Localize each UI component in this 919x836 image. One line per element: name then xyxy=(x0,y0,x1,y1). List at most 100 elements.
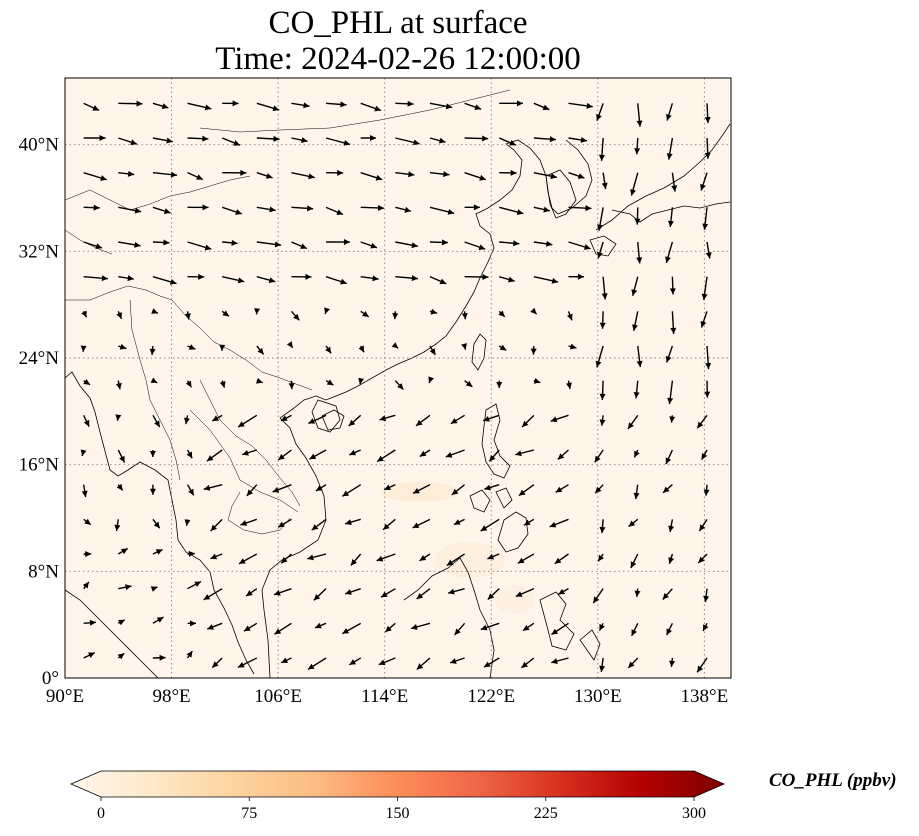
wind-vector xyxy=(667,380,674,405)
wind-vector xyxy=(118,137,138,146)
wind-vector xyxy=(256,275,276,284)
wind-vector xyxy=(599,380,606,400)
wind-vector xyxy=(384,622,396,633)
wind-vector xyxy=(705,241,712,259)
wind-vector xyxy=(273,588,292,596)
lat-tick-label: 0° xyxy=(42,668,59,689)
wind-vector xyxy=(450,414,465,425)
lat-tick-label: 32°N xyxy=(19,241,60,262)
wind-vector xyxy=(152,654,166,661)
lon-tick-label: 114°E xyxy=(361,686,408,707)
colorbar-tick-label: 75 xyxy=(241,805,257,822)
wind-vector xyxy=(631,623,639,637)
longitude-axis: 90°E 98°E 106°E 114°E 122°E 130°E 138°E xyxy=(46,686,728,707)
wind-vector xyxy=(288,380,295,390)
wind-vector xyxy=(219,380,226,388)
colorbar-tick-label: 300 xyxy=(682,805,706,822)
wind-vector xyxy=(118,206,142,214)
wind-vector xyxy=(630,553,639,569)
wind-vector xyxy=(114,519,121,532)
coastline-mainland xyxy=(65,371,255,675)
wind-vector xyxy=(291,171,315,180)
wind-vector xyxy=(627,657,639,669)
wind-vector xyxy=(601,172,608,190)
wind-vector xyxy=(118,275,134,282)
lon-tick-label: 98°E xyxy=(152,686,190,707)
wind-vector xyxy=(80,345,87,352)
wind-vector xyxy=(464,241,486,250)
wind-vector xyxy=(703,484,710,496)
wind-vector xyxy=(360,135,377,142)
wind-vector xyxy=(280,553,292,564)
wind-vector xyxy=(429,276,447,285)
wind-vector xyxy=(515,449,535,457)
wind-vector xyxy=(555,484,569,493)
wind-vector xyxy=(325,345,332,354)
wind-vector xyxy=(599,311,606,329)
wind-vector xyxy=(344,518,361,526)
wind-vector xyxy=(152,171,178,178)
border-line xyxy=(199,379,301,507)
wind-vector xyxy=(184,519,191,526)
wind-vector xyxy=(551,622,569,636)
wind-vector xyxy=(277,518,292,528)
wind-vector xyxy=(291,273,312,280)
wind-vector xyxy=(325,206,344,216)
colorbar-tick-label: 0 xyxy=(97,805,105,822)
lat-tick-label: 24°N xyxy=(19,348,60,369)
wind-vector xyxy=(533,206,550,213)
wind-vector xyxy=(360,102,382,112)
border-line xyxy=(65,285,313,391)
wind-vector xyxy=(554,553,569,565)
wind-vector xyxy=(394,380,404,391)
wind-vector xyxy=(702,623,709,632)
wind-vector xyxy=(326,169,344,176)
concentration-patch xyxy=(435,542,505,578)
border-line xyxy=(199,89,511,133)
wind-vector xyxy=(391,342,399,349)
wind-vector xyxy=(670,311,677,334)
wind-vector xyxy=(669,415,676,423)
lon-tick-label: 130°E xyxy=(574,686,622,707)
latitude-axis: 0° 8°N 16°N 24°N 32°N 40°N xyxy=(19,135,60,689)
wind-vector xyxy=(464,135,489,142)
wind-vector xyxy=(256,345,265,355)
wind-vector xyxy=(697,553,708,564)
coastline-gulf-tonkin xyxy=(311,399,341,433)
wind-vector xyxy=(187,620,197,627)
wind-vector xyxy=(533,275,559,284)
wind-vector xyxy=(395,100,414,107)
wind-vector xyxy=(568,172,585,179)
wind-vector xyxy=(221,206,243,215)
wind-vector xyxy=(480,622,500,631)
wind-vector xyxy=(419,553,431,562)
wind-vector xyxy=(429,137,446,144)
coastlines xyxy=(65,123,731,678)
wind-vector xyxy=(83,171,107,181)
wind-vector xyxy=(636,241,643,264)
wind-vector xyxy=(308,414,327,425)
map-frame xyxy=(64,77,732,679)
wind-vector xyxy=(254,308,261,315)
wind-vector xyxy=(451,484,466,496)
wind-vector xyxy=(324,307,330,315)
border-line xyxy=(227,491,291,535)
coastline-japan-south xyxy=(589,201,731,257)
wind-vector xyxy=(429,102,453,110)
wind-vector xyxy=(596,103,604,121)
wind-vector xyxy=(152,102,169,110)
wind-vector xyxy=(186,650,193,659)
wind-vector xyxy=(83,415,90,427)
wind-vector xyxy=(152,239,170,246)
wind-vector xyxy=(118,170,135,177)
wind-vector xyxy=(597,553,605,562)
wind-vector xyxy=(222,169,247,176)
wind-vector xyxy=(704,103,711,124)
wind-vector xyxy=(311,518,327,531)
wind-vector xyxy=(149,449,156,458)
wind-vector xyxy=(520,657,535,669)
coastline-visayas xyxy=(469,487,513,513)
wind-vector xyxy=(383,484,396,491)
wind-vector xyxy=(83,550,92,557)
wind-vector xyxy=(152,137,173,144)
